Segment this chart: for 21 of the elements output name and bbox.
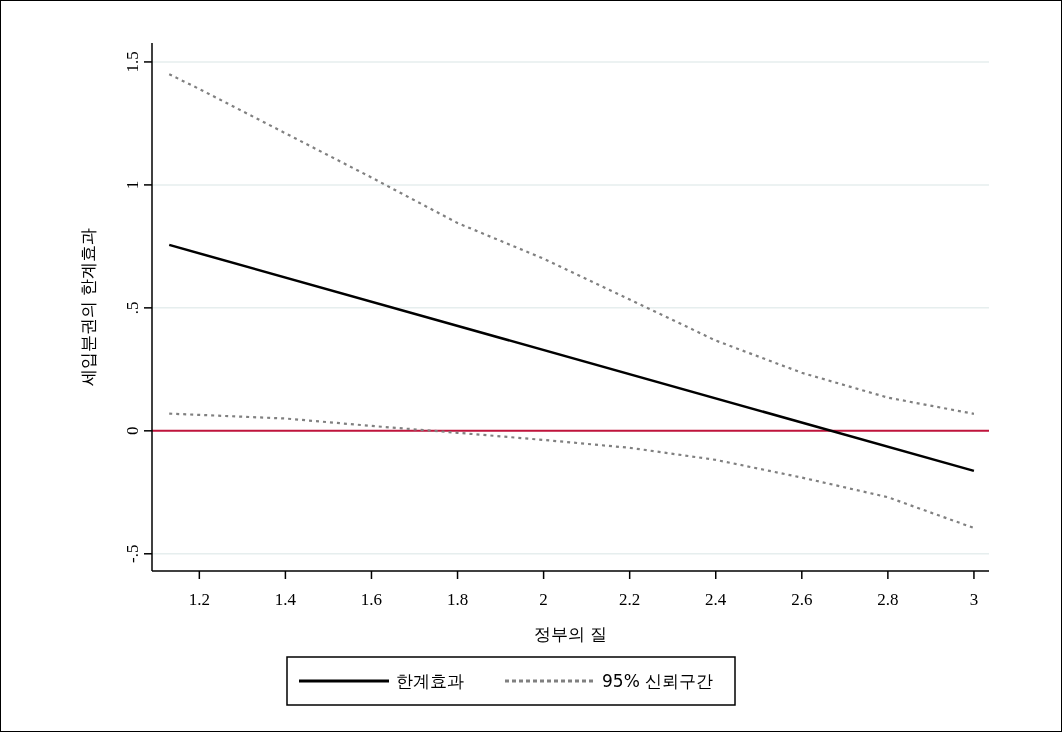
y-tick-label: .5	[123, 301, 142, 315]
x-axis-title: 정부의 질	[533, 624, 608, 644]
x-tick-label: 1.6	[360, 590, 383, 609]
x-tick-label: 1.8	[446, 590, 469, 609]
x-tick-label: 1.2	[188, 590, 210, 609]
y-tick-label: -.5	[123, 544, 142, 563]
x-tick-label: 1.4	[274, 590, 297, 609]
legend-label: 95% 신뢰구간	[602, 671, 714, 691]
y-tick-label: 1.5	[123, 51, 142, 73]
line-series	[168, 73, 976, 415]
x-tick-label: 3	[969, 590, 979, 609]
x-tick-label: 2.8	[877, 590, 899, 609]
x-tick-label: 2.6	[791, 590, 813, 609]
line-series	[168, 412, 976, 530]
y-tick-label: 1	[123, 180, 142, 190]
x-tick-label: 2.4	[705, 590, 727, 609]
y-tick-label: 0	[123, 426, 142, 436]
x-tick-label: 2	[539, 590, 548, 609]
legend-item: 한계효과	[299, 671, 464, 691]
y-axis-title: 세입분권의 한계효과	[78, 227, 98, 387]
x-tick-label: 2.2	[619, 590, 641, 609]
